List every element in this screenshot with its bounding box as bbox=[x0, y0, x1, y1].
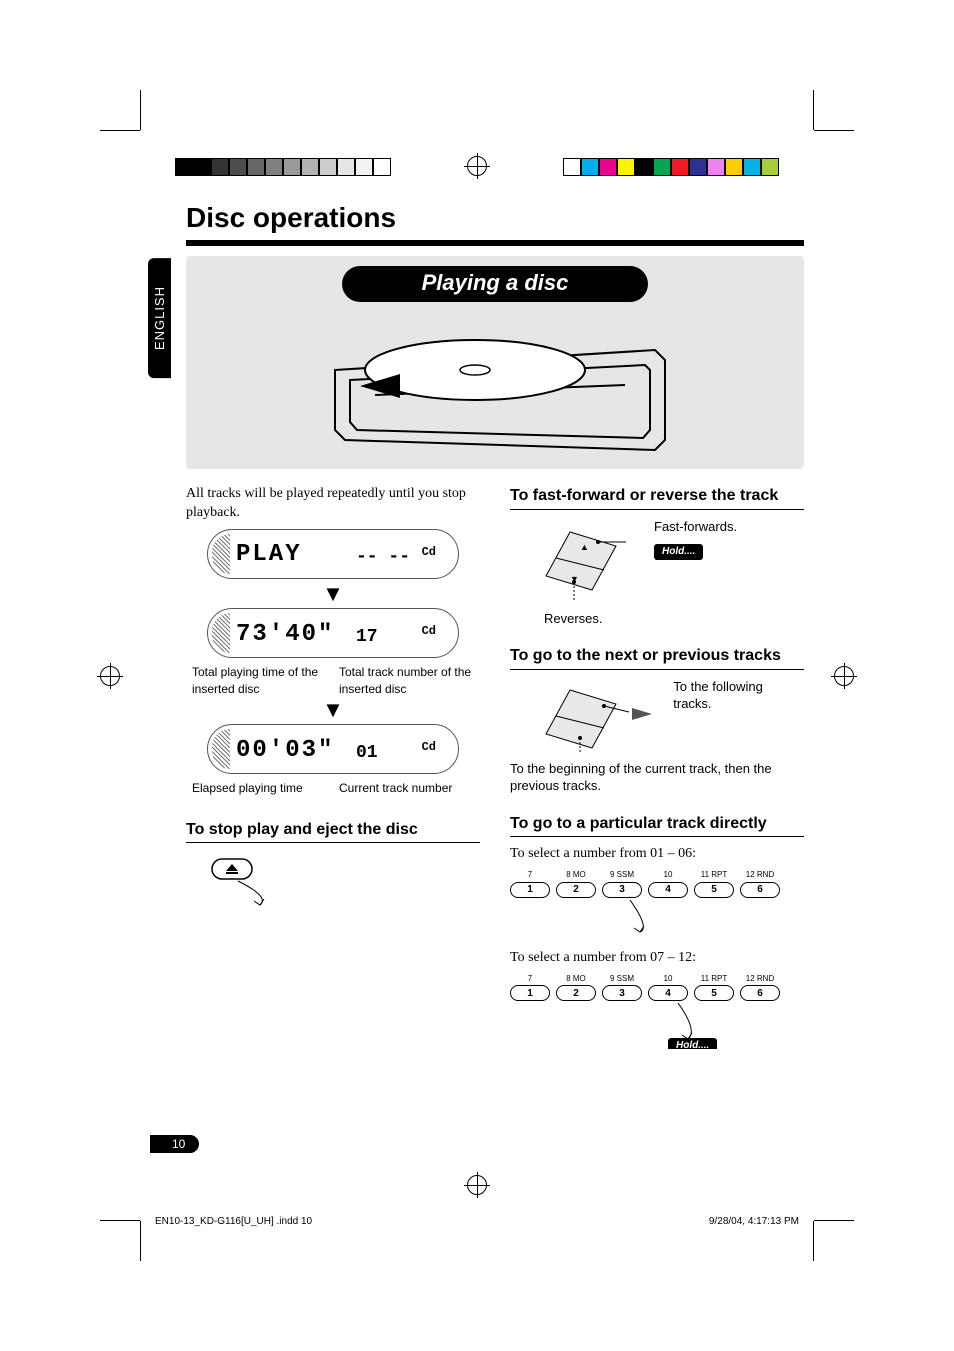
pointer-line-icon bbox=[510, 900, 790, 934]
registration-icon bbox=[467, 1175, 487, 1195]
preset-button-3[interactable]: 3 bbox=[602, 985, 642, 1001]
registration-icon bbox=[834, 666, 854, 686]
page-title: Disc operations bbox=[186, 202, 804, 234]
crop-mark bbox=[813, 1221, 814, 1261]
crop-mark bbox=[814, 1220, 854, 1221]
label-fast-forwards: Fast-forwards. bbox=[654, 518, 737, 536]
crop-mark bbox=[814, 130, 854, 131]
pointer-line-icon: Hold.... bbox=[510, 1003, 790, 1049]
footer-timestamp: 9/28/04, 4:17:13 PM bbox=[709, 1216, 799, 1227]
subhead-direct: To go to a particular track directly bbox=[510, 813, 804, 838]
preset-top-label: 10 bbox=[664, 870, 673, 881]
subhead-ff-rev: To fast-forward or reverse the track bbox=[510, 485, 804, 510]
rocker-button-icon: ▲ ▼ bbox=[534, 524, 644, 604]
label-reverses: Reverses. bbox=[544, 610, 804, 628]
color-bar bbox=[563, 158, 779, 176]
left-column: All tracks will be played repeatedly unt… bbox=[186, 485, 480, 1054]
caption-elapsed: Elapsed playing time bbox=[192, 780, 327, 796]
registration-icon bbox=[100, 666, 120, 686]
caption-total-tracks: Total track number of the inserted disc bbox=[339, 664, 474, 696]
registration-icon bbox=[467, 156, 487, 176]
page-number: 10 bbox=[150, 1135, 199, 1153]
preset-top-label: 10 bbox=[664, 974, 673, 985]
down-arrow-icon: ▼ bbox=[186, 701, 480, 719]
svg-text:▲: ▲ bbox=[580, 542, 589, 552]
grayscale-bar bbox=[175, 158, 391, 176]
label-beginning-previous: To the beginning of the current track, t… bbox=[510, 760, 804, 795]
print-footer: EN10-13_KD-G116[U_UH] .indd 10 9/28/04, … bbox=[155, 1216, 799, 1227]
crop-mark bbox=[140, 90, 141, 130]
page: ENGLISH Disc operations Playing a disc bbox=[0, 0, 954, 1351]
preset-button-4[interactable]: 4 bbox=[648, 882, 688, 898]
preset-button-6[interactable]: 6 bbox=[740, 985, 780, 1001]
preset-top-label: 7 bbox=[528, 974, 532, 985]
preset-button-5[interactable]: 5 bbox=[694, 882, 734, 898]
disc-slot-illustration bbox=[305, 310, 685, 460]
rocker-button-icon bbox=[534, 684, 663, 754]
preset-top-label: 8 MO bbox=[566, 870, 586, 881]
preset-top-label: 9 SSM bbox=[610, 974, 634, 985]
hold-badge: Hold.... bbox=[668, 1038, 717, 1049]
preset-top-label: 7 bbox=[528, 870, 532, 881]
right-column: To fast-forward or reverse the track ▲ ▼ bbox=[510, 485, 804, 1054]
language-tab: ENGLISH bbox=[148, 258, 171, 378]
crop-mark bbox=[100, 130, 140, 131]
footer-file: EN10-13_KD-G116[U_UH] .indd 10 bbox=[155, 1216, 312, 1227]
crop-mark bbox=[813, 90, 814, 130]
preset-top-label: 9 SSM bbox=[610, 870, 634, 881]
preset-top-label: 12 RND bbox=[746, 870, 774, 881]
preset-button-5[interactable]: 5 bbox=[694, 985, 734, 1001]
label-following-tracks: To the following tracks. bbox=[673, 678, 804, 713]
section-banner: Playing a disc bbox=[342, 266, 649, 302]
preset-top-label: 11 RPT bbox=[701, 870, 728, 881]
preset-button-2[interactable]: 2 bbox=[556, 882, 596, 898]
display-current: 00'03" 01 Cd bbox=[207, 724, 459, 774]
preset-top-label: 11 RPT bbox=[701, 974, 728, 985]
label-select-7-12: To select a number from 07 – 12: bbox=[510, 949, 804, 968]
subhead-stop-eject: To stop play and eject the disc bbox=[186, 819, 480, 844]
intro-text: All tracks will be played repeatedly unt… bbox=[186, 485, 480, 523]
preset-buttons-row: 71 8 MO2 9 SSM3 104 11 RPT5 12 RND6 bbox=[510, 974, 804, 1002]
preset-top-label: 12 RND bbox=[746, 974, 774, 985]
caption-total-time: Total playing time of the inserted disc bbox=[192, 664, 327, 696]
crop-mark bbox=[140, 1221, 141, 1261]
caption-current-track: Current track number bbox=[339, 780, 474, 796]
preset-button-2[interactable]: 2 bbox=[556, 985, 596, 1001]
title-separator bbox=[186, 240, 804, 246]
preset-button-6[interactable]: 6 bbox=[740, 882, 780, 898]
display-totals: 73'40" 17 Cd bbox=[207, 608, 459, 658]
preset-button-4[interactable]: 4 bbox=[648, 985, 688, 1001]
eject-button-icon bbox=[210, 857, 300, 907]
label-select-1-6: To select a number from 01 – 06: bbox=[510, 845, 804, 864]
preset-button-3[interactable]: 3 bbox=[602, 882, 642, 898]
display-play: PLAY -- -- Cd bbox=[207, 529, 459, 579]
preset-button-1[interactable]: 1 bbox=[510, 985, 550, 1001]
preset-button-1[interactable]: 1 bbox=[510, 882, 550, 898]
crop-mark bbox=[100, 1220, 140, 1221]
content-area: ENGLISH Disc operations Playing a disc bbox=[150, 198, 804, 1153]
subhead-next-prev: To go to the next or previous tracks bbox=[510, 645, 804, 670]
down-arrow-icon: ▼ bbox=[186, 585, 480, 603]
preset-buttons-row: 71 8 MO2 9 SSM3 104 11 RPT5 12 RND6 bbox=[510, 870, 804, 898]
hero-illustration: Playing a disc bbox=[186, 256, 804, 469]
preset-top-label: 8 MO bbox=[566, 974, 586, 985]
hold-badge: Hold.... bbox=[654, 544, 703, 560]
